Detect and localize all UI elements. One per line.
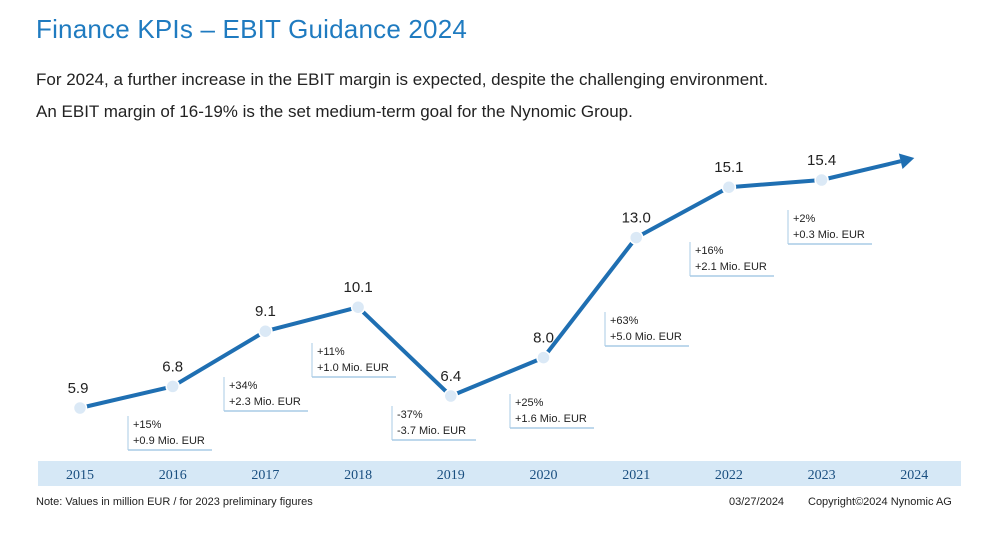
annotation-pct: +16% — [695, 245, 724, 257]
annotation-abs: +0.3 Mio. EUR — [793, 229, 865, 241]
data-label: 5.9 — [68, 380, 89, 397]
footer-note: Note: Values in million EUR / for 2023 p… — [36, 496, 313, 508]
annotation-pct: -37% — [397, 409, 423, 421]
x-tick-label: 2023 — [808, 468, 836, 483]
forecast-2024-arrow-head — [898, 153, 915, 170]
data-point — [443, 388, 459, 404]
x-tick-label: 2017 — [251, 468, 279, 483]
annotation-abs: +2.1 Mio. EUR — [695, 261, 767, 273]
footer-date: 03/27/2024 — [729, 496, 785, 508]
annotation-pct: +25% — [515, 397, 544, 409]
annotation-pct: +34% — [229, 380, 258, 392]
forecast-2024-arrow-line — [821, 159, 902, 182]
annotation-abs: +1.0 Mio. EUR — [317, 362, 389, 374]
subtitle-line-2: An EBIT margin of 16-19% is the set medi… — [36, 102, 633, 121]
x-tick-label: 2024 — [900, 468, 928, 483]
data-point — [721, 179, 737, 195]
x-tick-label: 2015 — [66, 468, 94, 483]
x-tick-label: 2021 — [622, 468, 650, 483]
annotation-abs: +1.6 Mio. EUR — [515, 413, 587, 425]
data-label: 6.8 — [162, 358, 183, 375]
footer-copyright: Copyright©2024 Nynomic AG — [808, 496, 952, 508]
data-label: 15.4 — [807, 152, 836, 169]
x-axis-band — [38, 461, 961, 486]
data-point — [258, 323, 273, 339]
data-label: 15.1 — [714, 159, 743, 176]
page-title: Finance KPIs – EBIT Guidance 2024 — [36, 14, 468, 44]
annotation-abs: +2.3 Mio. EUR — [229, 396, 301, 408]
data-point — [350, 299, 366, 315]
annotation-pct: +63% — [610, 315, 639, 327]
data-label: 10.1 — [343, 279, 372, 296]
data-point — [628, 230, 644, 245]
annotation-pct: +15% — [133, 419, 162, 431]
x-tick-label: 2019 — [437, 468, 465, 483]
x-tick-label: 2016 — [159, 468, 187, 483]
x-tick-label: 2020 — [530, 468, 558, 483]
data-point — [814, 172, 829, 188]
annotation-abs: +5.0 Mio. EUR — [610, 331, 682, 343]
annotation-pct: +2% — [793, 213, 816, 225]
data-label: 9.1 — [255, 303, 276, 320]
data-point — [165, 379, 180, 394]
data-label: 6.4 — [440, 368, 461, 385]
data-point — [536, 350, 551, 365]
annotation-abs: +0.9 Mio. EUR — [133, 435, 205, 447]
x-tick-label: 2022 — [715, 468, 743, 483]
x-tick-label: 2018 — [344, 468, 372, 483]
subtitle-line-1: For 2024, a further increase in the EBIT… — [36, 70, 769, 89]
data-label: 8.0 — [533, 330, 554, 347]
annotation-pct: +11% — [317, 346, 345, 358]
data-label: 13.0 — [622, 210, 651, 227]
data-point — [72, 400, 88, 416]
annotation-abs: -3.7 Mio. EUR — [397, 425, 466, 437]
